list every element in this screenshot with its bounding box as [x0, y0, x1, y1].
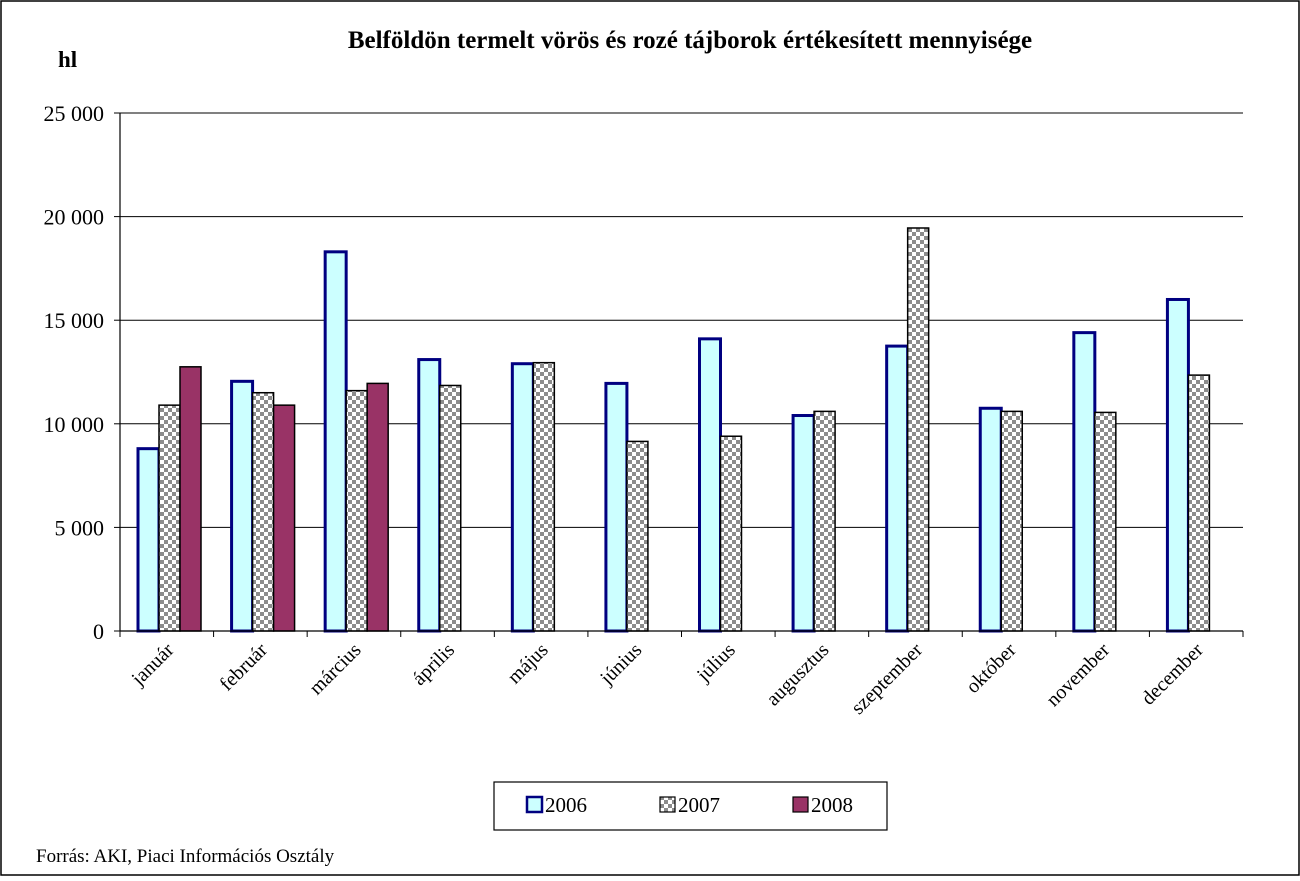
- bar-2007-május: [532, 361, 556, 632]
- legend-label-2008: 2008: [811, 793, 853, 817]
- legend-box: [493, 781, 888, 831]
- bar-2007-március: [345, 389, 368, 632]
- bar-2006-június: [604, 381, 629, 633]
- bars: [136, 227, 1211, 633]
- bar-2007-december: [1187, 374, 1211, 632]
- bar-2007-augusztus: [813, 410, 836, 632]
- bar-2006-szeptember: [885, 344, 910, 633]
- bar-2007-július: [719, 435, 743, 632]
- bar-2008-február: [272, 404, 296, 632]
- bar-2008-március: [366, 382, 389, 632]
- bar-2006-január: [136, 447, 161, 633]
- axes: [119, 113, 1244, 637]
- bar-2006-december: [1165, 297, 1190, 633]
- bar-2006-július: [698, 337, 722, 633]
- bar-2007-január: [158, 404, 181, 632]
- y-tick-label: 20 000: [44, 205, 105, 230]
- bar-2006-október: [978, 406, 1003, 633]
- y-tick-label: 0: [93, 619, 104, 644]
- legend-label-2006: 2006: [545, 793, 587, 817]
- legend-swatch-2007: [659, 796, 676, 813]
- gridlines: [114, 112, 1243, 632]
- chart-title: Belföldön termelt vörös és rozé tájborok…: [348, 27, 1032, 54]
- y-tick-label: 5 000: [55, 515, 105, 540]
- y-tick-labels: 0 5 000 10 000 15 000 20 000 25 000: [44, 101, 105, 644]
- legend-label-2007: 2007: [678, 793, 720, 817]
- y-tick-label: 10 000: [44, 412, 105, 437]
- legend-swatch-2008: [792, 796, 809, 813]
- bar-2007-április: [439, 384, 462, 632]
- y-tick-label: 15 000: [44, 308, 105, 333]
- bar-2006-május: [510, 362, 535, 633]
- bar-2008-január: [179, 366, 202, 632]
- legend: 2006 2007 2008: [493, 781, 888, 831]
- legend-items: 2006 2007 2008: [525, 793, 853, 817]
- bar-2006-november: [1072, 331, 1097, 633]
- legend-swatch-2006: [525, 795, 544, 814]
- y-axis-unit-label: hl: [58, 47, 77, 72]
- bar-2007-február: [251, 391, 275, 632]
- bar-2006-március: [323, 250, 348, 633]
- bar-2007-november: [1094, 411, 1117, 632]
- bar-2006-augusztus: [791, 414, 816, 633]
- bar-2007-szeptember: [906, 227, 930, 632]
- bar-2006-április: [417, 358, 442, 633]
- y-tick-label: 25 000: [44, 101, 105, 126]
- bar-2007-június: [626, 440, 649, 632]
- bar-2006-február: [230, 379, 255, 633]
- bar-2007-október: [1000, 410, 1023, 632]
- source-note: Forrás: AKI, Piaci Információs Osztály: [36, 846, 335, 867]
